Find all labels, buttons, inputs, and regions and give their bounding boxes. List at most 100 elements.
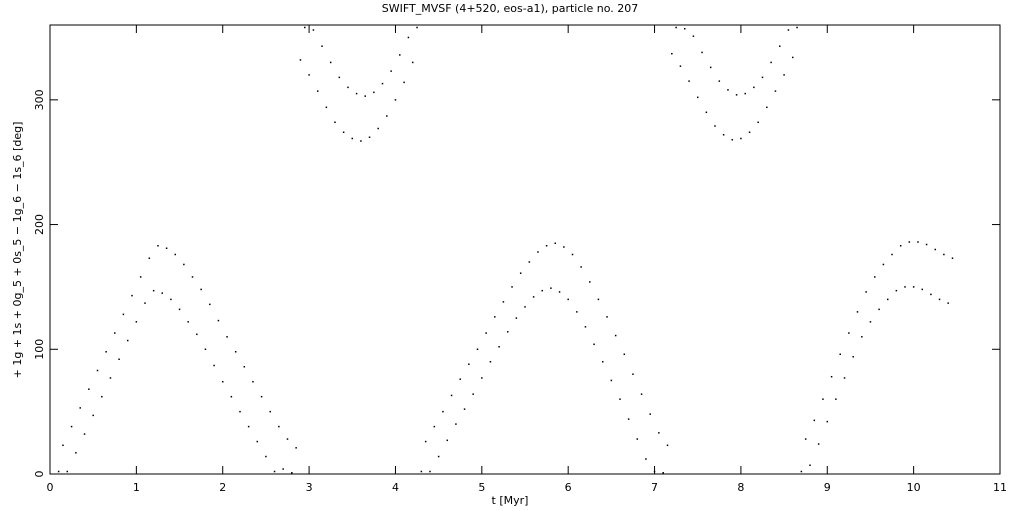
point [191, 276, 194, 278]
point [934, 248, 936, 251]
point [101, 395, 103, 398]
point [334, 121, 336, 124]
point [118, 358, 120, 361]
point [925, 243, 928, 246]
point [809, 464, 811, 467]
point [455, 423, 457, 425]
point [748, 131, 751, 134]
point [468, 363, 470, 365]
point [576, 311, 578, 313]
point [390, 70, 392, 72]
point [494, 316, 496, 318]
point [161, 292, 164, 294]
point [878, 308, 880, 311]
point [614, 334, 617, 337]
point [178, 308, 181, 311]
point [908, 241, 911, 243]
point [619, 398, 621, 400]
point [856, 311, 859, 313]
chart-title: SWIFT_MVSF (4+520, eos-a1), particle no.… [382, 2, 638, 15]
point [144, 302, 146, 304]
point [209, 303, 211, 306]
point [822, 398, 824, 400]
point [843, 377, 846, 379]
point [472, 393, 474, 395]
point [571, 253, 574, 256]
point [170, 298, 172, 301]
point [532, 296, 535, 298]
point [735, 94, 738, 96]
point [550, 287, 552, 289]
point [96, 369, 99, 372]
point [852, 356, 854, 358]
point [75, 452, 77, 454]
point [196, 333, 198, 336]
y-tick-label: 200 [33, 214, 46, 235]
x-tick-label: 0 [47, 481, 54, 494]
point [174, 253, 176, 256]
point [304, 26, 306, 29]
point [360, 140, 362, 142]
point [109, 377, 112, 379]
point [407, 36, 410, 39]
point [882, 263, 885, 266]
point [247, 425, 250, 428]
point [437, 455, 440, 458]
point [947, 302, 949, 304]
point [368, 136, 371, 138]
point [727, 89, 729, 91]
point [701, 51, 703, 54]
x-tick-label: 3 [306, 481, 313, 494]
point [386, 115, 388, 117]
point [774, 90, 777, 92]
point [394, 99, 397, 101]
point [351, 137, 354, 140]
point [278, 425, 280, 428]
point [424, 440, 427, 443]
point [114, 332, 116, 334]
point [204, 348, 207, 351]
point [692, 35, 695, 37]
point [904, 286, 906, 288]
point [165, 247, 168, 250]
point [653, 470, 656, 473]
point [835, 398, 837, 400]
point [787, 29, 790, 31]
point [243, 365, 246, 368]
point [658, 432, 660, 434]
point [718, 80, 721, 82]
point [861, 336, 863, 338]
x-tick-label: 6 [565, 481, 572, 494]
point [364, 95, 366, 97]
point [66, 470, 69, 473]
point [446, 439, 449, 442]
point [696, 96, 699, 99]
point [649, 413, 651, 415]
point [783, 74, 785, 76]
point [338, 76, 341, 79]
point [515, 317, 518, 319]
point [709, 66, 712, 69]
point [800, 470, 803, 473]
point [541, 289, 544, 292]
point [601, 361, 604, 363]
point [273, 470, 276, 473]
point [221, 380, 224, 383]
point [580, 266, 582, 268]
point [593, 343, 595, 346]
point [930, 293, 932, 296]
point [679, 65, 682, 67]
point [342, 131, 345, 134]
point [213, 364, 215, 367]
point [895, 289, 898, 292]
point [399, 54, 401, 56]
x-tick-label: 11 [993, 481, 1007, 494]
x-tick-label: 9 [824, 481, 831, 494]
point [684, 27, 686, 30]
point [951, 257, 954, 259]
point [865, 291, 867, 293]
y-axis-label: + 1g + 1s + 0g_5 + 0s_5 − 1g_6 − 1s_6 [d… [11, 122, 24, 379]
point [839, 353, 841, 356]
